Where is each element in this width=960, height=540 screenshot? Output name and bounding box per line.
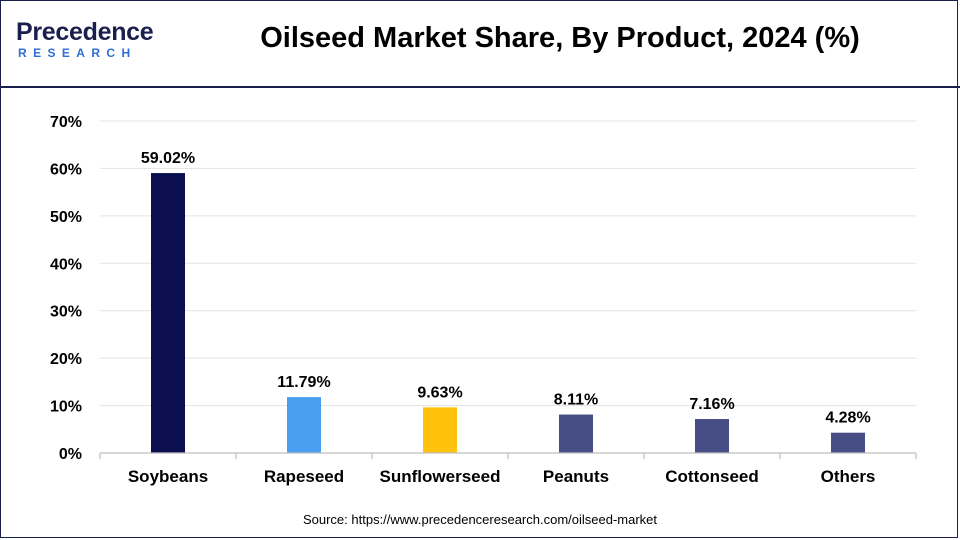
y-tick-label: 70% xyxy=(50,114,82,131)
data-label: 11.79% xyxy=(277,374,330,391)
data-label: 59.02% xyxy=(141,150,195,167)
x-tick-label: Peanuts xyxy=(543,467,609,486)
x-axis xyxy=(99,452,917,459)
y-tick-label: 60% xyxy=(50,161,82,178)
category-labels: Soybeans Rapeseed Sunflowerseed Peanuts Cott… xyxy=(128,467,876,486)
chart-title: Oilseed Market Share, By Product, 2024 (… xyxy=(260,22,860,54)
logo-subtitle: RESEARCH xyxy=(18,46,137,60)
bar xyxy=(831,432,865,453)
x-tick-label: Cottonseed xyxy=(665,467,759,486)
x-tick-label: Soybeans xyxy=(128,467,208,486)
gridlines xyxy=(100,120,916,407)
y-axis-tick-labels: 0% 10% 20% 30% 40% 50% 60% 70% xyxy=(50,114,82,463)
bars xyxy=(151,173,865,453)
header: Precedence RESEARCH Oilseed Market Share… xyxy=(0,0,960,88)
brand-logo: Precedence RESEARCH xyxy=(16,18,166,66)
x-tick-label: Sunflowerseed xyxy=(380,467,501,486)
y-tick-label: 20% xyxy=(50,351,82,368)
y-tick-label: 30% xyxy=(50,304,82,321)
y-tick-label: 40% xyxy=(50,256,82,273)
x-tick-label: Rapeseed xyxy=(264,467,344,486)
bar xyxy=(695,419,729,453)
value-labels: 59.02% 11.79% 9.63% 8.11% 7.16% 4.28% xyxy=(141,150,871,427)
bar xyxy=(287,397,321,453)
bar-chart: 0% 10% 20% 30% 40% 50% 60% 70% 59.02% 11.79% 9.63… xyxy=(50,114,917,486)
y-tick-label: 50% xyxy=(50,209,82,226)
bar xyxy=(151,173,185,453)
y-tick-label: 0% xyxy=(59,446,82,463)
data-label: 7.16% xyxy=(689,396,734,413)
bar xyxy=(423,407,457,453)
y-tick-label: 10% xyxy=(50,399,82,416)
logo-wordmark: Precedence xyxy=(16,18,154,46)
data-label: 4.28% xyxy=(825,410,870,427)
data-label: 8.11% xyxy=(554,392,598,409)
x-tick-label: Others xyxy=(821,467,876,486)
source-note: Source: https://www.precedenceresearch.c… xyxy=(302,512,658,527)
bar xyxy=(559,414,593,453)
data-label: 9.63% xyxy=(417,384,462,401)
